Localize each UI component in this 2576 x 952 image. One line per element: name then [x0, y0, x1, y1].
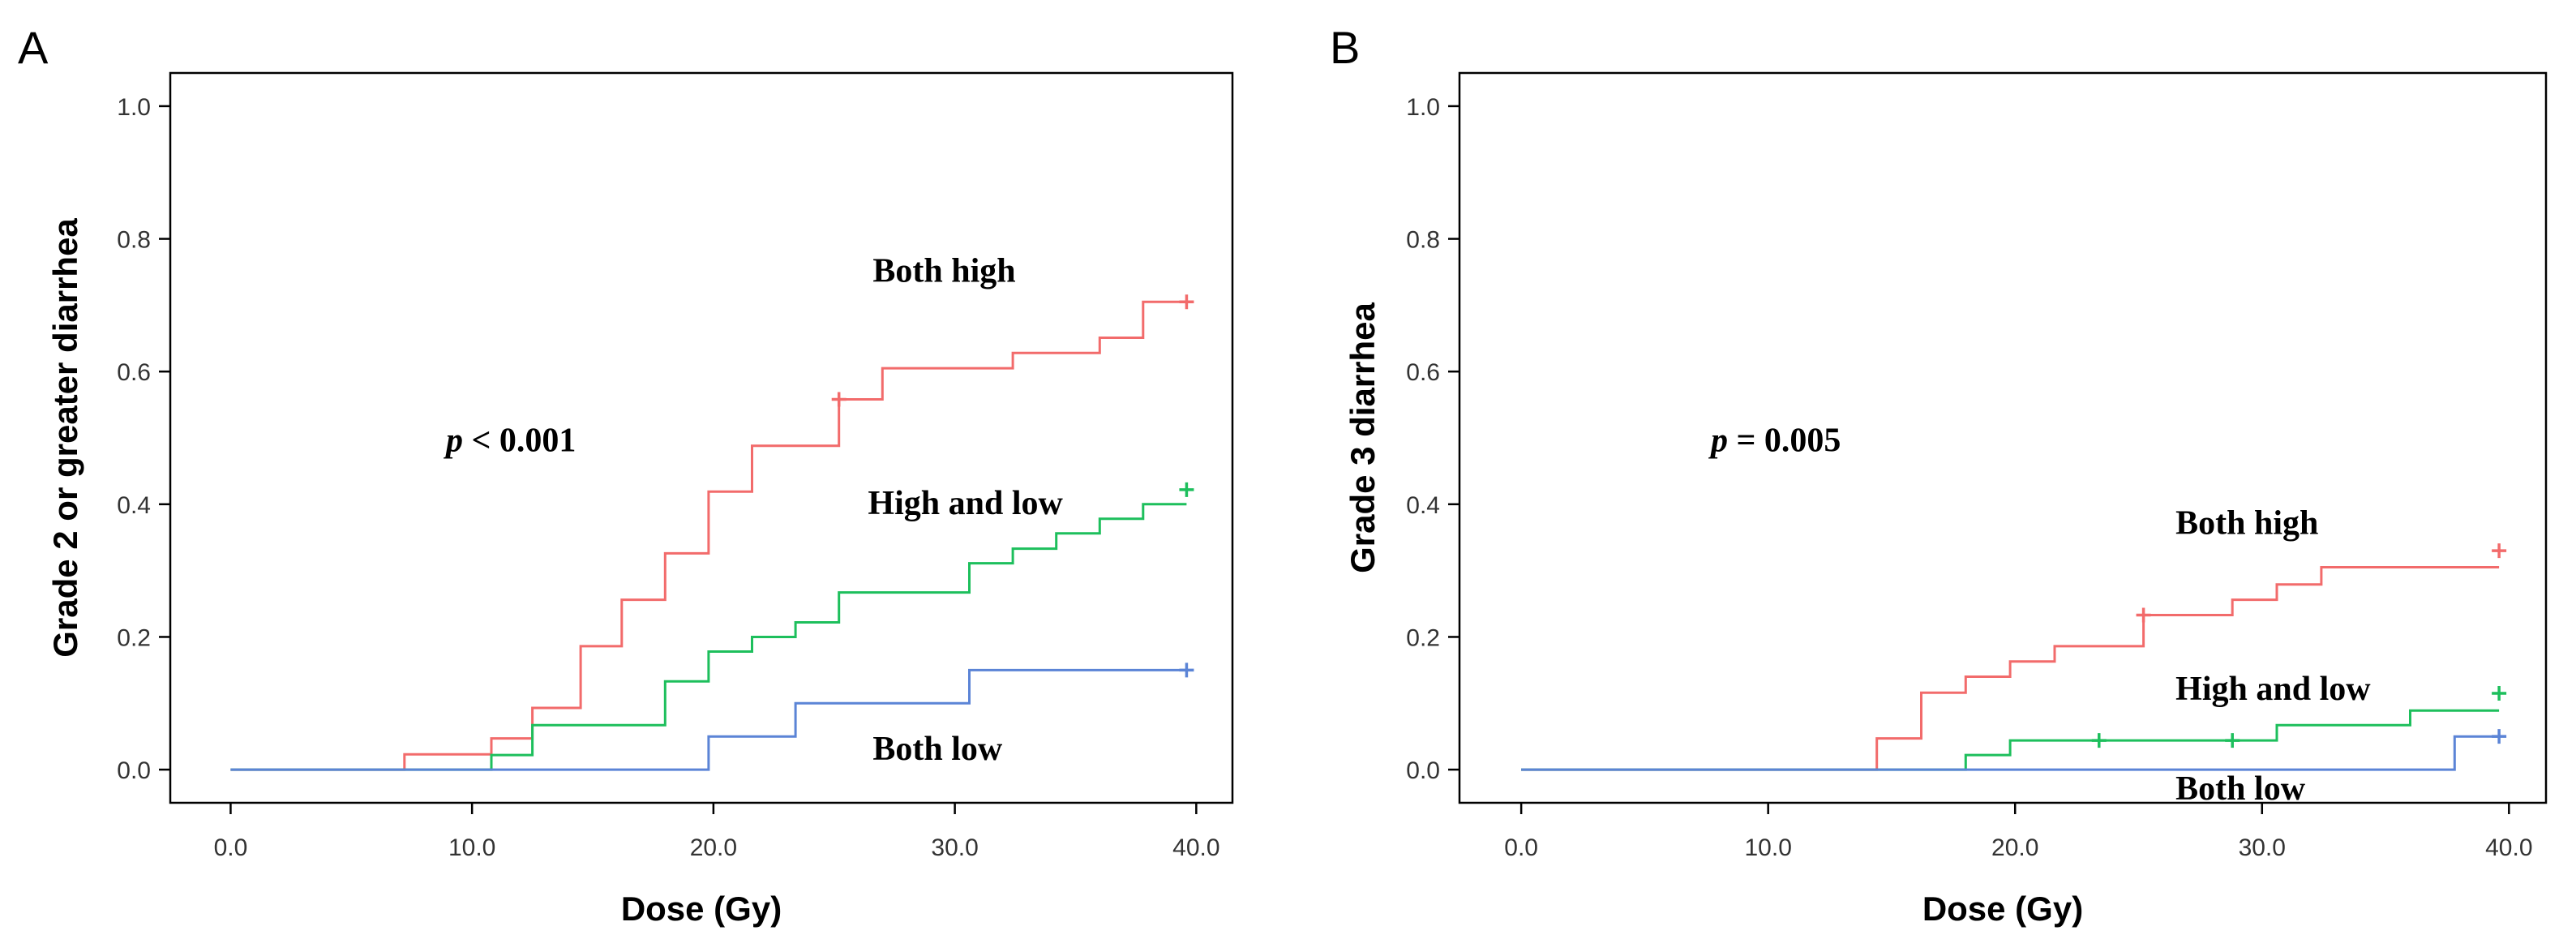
y-tick-label: 1.0	[1406, 94, 1440, 121]
x-tick-label: 40.0	[1172, 834, 1219, 861]
p-value-annotation: p < 0.001	[444, 422, 576, 459]
p-value: = 0.005	[1728, 422, 1841, 459]
y-tick-label: 0.8	[117, 227, 151, 254]
x-tick-label: 40.0	[2485, 834, 2532, 861]
censor-mark	[1179, 294, 1194, 310]
x-tick-label: 30.0	[931, 834, 978, 861]
y-axis-title: Grade 2 or greater diarrhea	[46, 218, 84, 658]
p-symbol: p	[1708, 422, 1728, 459]
censor-mark	[2091, 733, 2107, 748]
x-axis-title: Dose (Gy)	[1922, 890, 2083, 928]
y-tick-label: 0.4	[117, 492, 151, 519]
x-tick-label: 20.0	[690, 834, 737, 861]
p-value-annotation: p = 0.005	[1708, 422, 1841, 459]
series-label: Both high	[2175, 505, 2318, 542]
y-tick-label: 0.0	[117, 757, 151, 784]
censor-mark	[2492, 729, 2507, 744]
y-axis-title: Grade 3 diarrhea	[1344, 302, 1382, 572]
series-line-both-high	[1521, 566, 2500, 771]
chart-panel-a: A 0.0 10.0 20.0 30.0 40.0 0.0 0.2 0.4 0.6 0.8 1.0 Do…	[18, 22, 1234, 928]
x-tick-label: 30.0	[2239, 834, 2286, 861]
series-label: High and low	[2175, 671, 2371, 708]
y-tick-label: 1.0	[117, 94, 151, 121]
y-tick-label: 0.6	[1406, 359, 1440, 386]
p-symbol: p	[444, 422, 463, 459]
censor-mark	[2492, 543, 2507, 559]
censor-mark	[1179, 482, 1194, 497]
series-line-high-and-low	[1521, 709, 2500, 771]
series-label: High and low	[868, 485, 1063, 522]
censor-mark	[1179, 663, 1194, 678]
series-label: Both low	[872, 731, 1003, 768]
y-tick-label: 0.0	[1406, 757, 1440, 784]
x-axis-title: Dose (Gy)	[621, 890, 782, 928]
series-line-both-low	[230, 668, 1187, 771]
y-tick-label: 0.8	[1406, 227, 1440, 254]
x-tick-label: 10.0	[1744, 834, 1791, 861]
series-label: Both low	[2175, 770, 2306, 808]
p-value: < 0.001	[463, 422, 576, 459]
censor-mark	[831, 392, 847, 407]
x-tick-label: 10.0	[448, 834, 495, 861]
y-tick-label: 0.6	[117, 359, 151, 386]
panel-label: B	[1330, 22, 1360, 73]
censor-mark	[2225, 733, 2240, 748]
x-tick-label: 0.0	[1504, 834, 1538, 861]
plot-frame	[1458, 71, 2548, 804]
plot-frame	[169, 71, 1234, 804]
series-line-both-low	[1521, 735, 2500, 771]
series-line-both-high	[230, 300, 1187, 771]
panel-label: A	[18, 22, 49, 73]
y-tick-label: 0.2	[117, 624, 151, 651]
y-tick-label: 0.4	[1406, 492, 1440, 519]
x-tick-label: 0.0	[214, 834, 248, 861]
series-label: Both high	[872, 253, 1015, 290]
chart-panel-b: B 0.0 10.0 20.0 30.0 40.0 0.0 0.2 0.4 0.6 0.8 1.0 Do…	[1330, 22, 2548, 928]
y-tick-label: 0.2	[1406, 624, 1440, 651]
censor-mark	[2492, 686, 2507, 701]
series-line-high-and-low	[230, 503, 1187, 771]
x-tick-label: 20.0	[1991, 834, 2038, 861]
censor-mark	[2136, 607, 2151, 623]
